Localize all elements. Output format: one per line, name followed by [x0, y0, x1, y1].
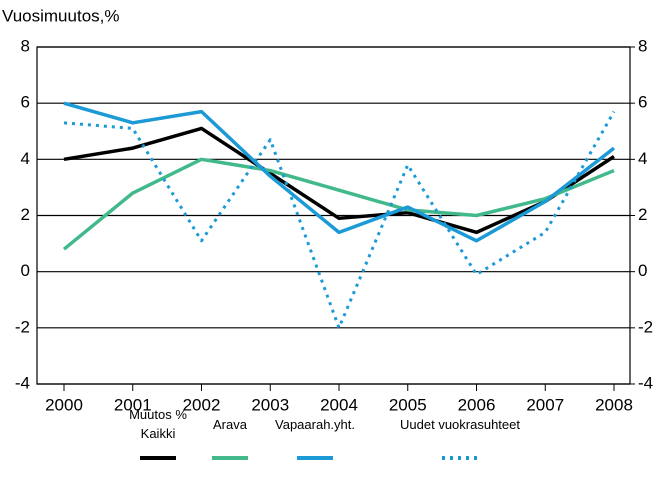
y2-tick-label: 2 — [638, 205, 647, 224]
legend-label: Vapaarah.yht. — [275, 416, 355, 432]
y-tick-label: 0 — [21, 261, 30, 280]
y-tick-label: 2 — [21, 205, 30, 224]
x-tick-label: 2006 — [458, 395, 496, 414]
x-tick-label: 2007 — [526, 395, 564, 414]
legend-label: Muutos % Kaikki — [129, 407, 187, 441]
y2-tick-label: 4 — [638, 149, 647, 168]
y-tick-label: -2 — [15, 317, 30, 336]
y-tick-label: 4 — [21, 149, 30, 168]
x-tick-label: 2002 — [183, 395, 221, 414]
y-tick-label: -4 — [15, 373, 30, 392]
y-tick-label: 6 — [21, 93, 30, 112]
y2-tick-label: -4 — [638, 373, 653, 392]
x-tick-label: 2000 — [45, 395, 83, 414]
x-tick-label: 2001 — [114, 395, 152, 414]
x-tick-label: 2004 — [320, 395, 358, 414]
y2-tick-label: 8 — [638, 36, 647, 55]
x-tick-label: 2005 — [389, 395, 427, 414]
x-tick-label: 2003 — [251, 395, 289, 414]
y2-tick-label: 0 — [638, 261, 647, 280]
y2-tick-label: 6 — [638, 93, 647, 112]
series-line — [63, 101, 616, 243]
x-tick-label: 2008 — [595, 395, 633, 414]
y2-tick-label: -2 — [638, 317, 653, 336]
y-axis-label: Vuosimuutos,% — [2, 6, 119, 25]
series-line — [63, 110, 616, 330]
y-tick-label: 8 — [21, 36, 30, 55]
series-line — [62, 157, 615, 251]
legend-label: Uudet vuokrasuhteet — [400, 416, 520, 432]
legend-label: Arava — [213, 416, 247, 432]
series-line — [63, 126, 615, 235]
